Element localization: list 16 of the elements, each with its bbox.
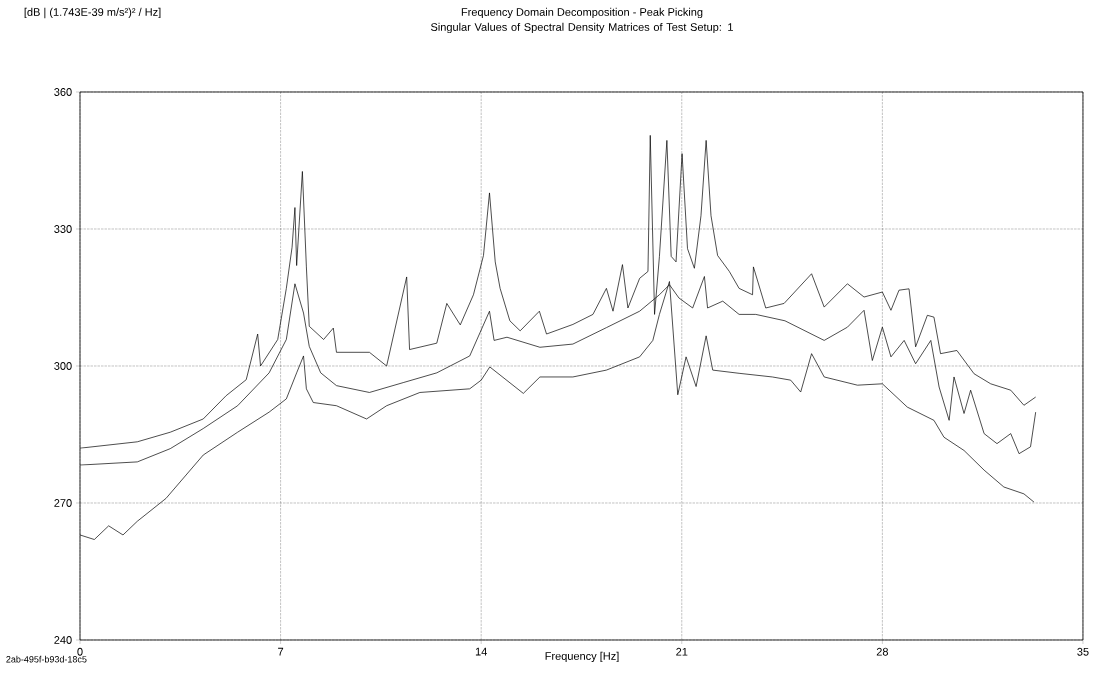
x-axis-title: Frequency [Hz]	[545, 651, 619, 663]
x-tick-label: 28	[876, 647, 888, 656]
x-tick-label: 14	[475, 647, 487, 656]
text: 2ab-495f-b93d-18c5	[6, 655, 87, 663]
y-tick-label: 330	[54, 225, 72, 233]
chart-title: Frequency Domain Decomposition - Peak Picking	[461, 7, 703, 19]
y-tick-label: 240	[54, 636, 72, 644]
x-tick-label: 0	[77, 647, 83, 656]
y-tick-label: 300	[54, 362, 72, 370]
y-tick-label: 360	[54, 88, 72, 96]
y-tick-label: 270	[54, 499, 72, 507]
x-tick-label: 7	[278, 647, 284, 656]
chart-subtitle: Singular Values of Spectral Density Matrices of Test Setup: 1	[430, 22, 733, 34]
x-tick-label: 35	[1077, 647, 1089, 656]
text: [dB | (1.743E-39 m/s²)² / Hz]	[24, 7, 161, 19]
x-tick-label: 21	[676, 647, 688, 656]
